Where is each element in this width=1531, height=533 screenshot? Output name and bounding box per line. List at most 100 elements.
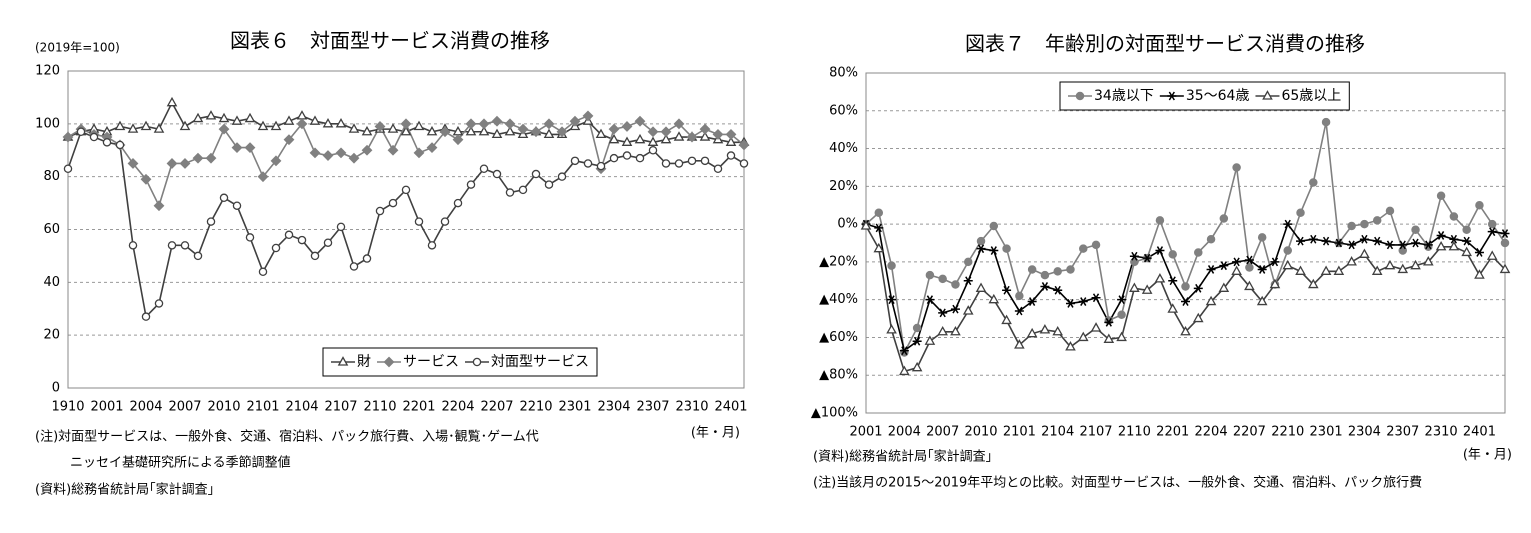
marker — [62, 131, 74, 143]
chart-title: 図表６ 対面型サービス消費の推移 — [230, 29, 550, 53]
marker — [950, 325, 961, 336]
marker — [1321, 236, 1331, 246]
x-tick-label: 2004 — [129, 400, 162, 415]
marker — [1397, 263, 1409, 274]
marker — [938, 308, 948, 318]
marker — [504, 125, 516, 136]
marker — [634, 115, 646, 127]
marker — [1167, 303, 1179, 313]
series-line — [865, 121, 1506, 356]
marker — [114, 120, 126, 131]
legend-box — [1059, 81, 1350, 111]
marker — [310, 251, 320, 261]
marker — [348, 123, 360, 133]
marker — [989, 221, 999, 231]
marker — [1180, 325, 1191, 336]
marker — [648, 145, 658, 155]
marker — [361, 144, 373, 156]
legend-label: 35～64歳 — [1186, 88, 1250, 104]
marker — [1078, 297, 1088, 306]
marker — [1155, 246, 1165, 255]
marker — [1282, 259, 1294, 270]
marker — [1091, 293, 1101, 303]
marker — [1014, 339, 1025, 349]
marker — [1142, 253, 1152, 263]
marker — [1347, 221, 1356, 231]
y-tick-label: ▲20% — [819, 254, 858, 269]
marker — [453, 198, 463, 208]
marker — [1283, 219, 1293, 229]
marker — [309, 115, 321, 125]
marker — [738, 139, 750, 151]
y-tick-label: 80% — [829, 66, 858, 81]
y-tick-label: ▲60% — [819, 330, 858, 345]
marker — [1385, 206, 1395, 216]
marker — [647, 136, 659, 146]
marker — [387, 144, 399, 156]
marker — [1371, 265, 1383, 275]
marker — [218, 112, 230, 123]
marker — [924, 335, 936, 345]
marker — [621, 121, 633, 132]
marker — [925, 295, 935, 305]
legend-label: 財 — [357, 354, 371, 370]
x-tick-label: 2204 — [1195, 425, 1228, 440]
marker — [988, 293, 1000, 304]
marker — [660, 133, 672, 144]
x-tick-label: 2310 — [1425, 425, 1458, 440]
marker — [1448, 240, 1460, 251]
marker — [887, 295, 897, 305]
marker — [140, 173, 152, 185]
marker — [1065, 341, 1076, 351]
marker — [517, 123, 529, 135]
marker — [1129, 251, 1139, 261]
marker — [505, 188, 515, 197]
marker — [400, 125, 412, 136]
marker — [531, 169, 541, 179]
marker — [1103, 333, 1115, 343]
marker — [1360, 219, 1369, 229]
x-tick-label: 2401 — [714, 400, 747, 415]
x-tick-label: 2201 — [402, 400, 435, 415]
marker — [1002, 244, 1011, 253]
marker — [140, 120, 152, 131]
marker — [472, 357, 482, 367]
marker — [1244, 280, 1255, 291]
marker — [1104, 317, 1114, 327]
x-tick-label: 2304 — [1348, 425, 1381, 440]
marker — [1167, 91, 1177, 101]
marker — [1462, 236, 1472, 246]
marker — [874, 208, 884, 218]
marker — [465, 125, 477, 136]
marker — [465, 118, 477, 130]
legend: 34歳以下 35～64歳 65歳以上 — [1059, 81, 1350, 111]
marker — [661, 159, 671, 168]
marker — [1232, 163, 1241, 172]
marker — [1232, 257, 1242, 267]
x-tick-label: 2207 — [480, 400, 513, 415]
marker — [937, 325, 948, 336]
marker — [192, 112, 204, 123]
marker — [296, 118, 308, 130]
marker — [713, 164, 723, 173]
marker — [1359, 234, 1369, 244]
marker — [543, 128, 555, 139]
marker — [401, 185, 411, 195]
marker — [89, 132, 99, 142]
chart-title: 図表７ 年齢別の対面型サービス消費の推移 — [965, 32, 1365, 56]
marker — [634, 133, 646, 144]
marker — [245, 233, 255, 242]
x-tick-label: 2007 — [926, 425, 959, 440]
y-tick-label: 0 — [52, 381, 60, 396]
marker — [1475, 200, 1484, 210]
marker — [1411, 225, 1420, 235]
marker — [583, 159, 593, 168]
marker — [257, 120, 269, 131]
marker — [141, 312, 151, 321]
marker — [700, 156, 710, 166]
marker — [1026, 327, 1038, 338]
marker — [938, 274, 947, 284]
marker — [466, 180, 476, 189]
marker — [1181, 282, 1190, 291]
marker — [231, 142, 243, 154]
